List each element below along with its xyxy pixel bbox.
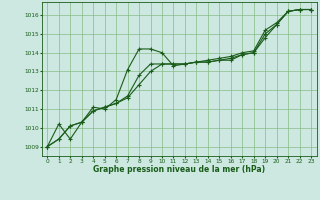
X-axis label: Graphe pression niveau de la mer (hPa): Graphe pression niveau de la mer (hPa) bbox=[93, 165, 265, 174]
